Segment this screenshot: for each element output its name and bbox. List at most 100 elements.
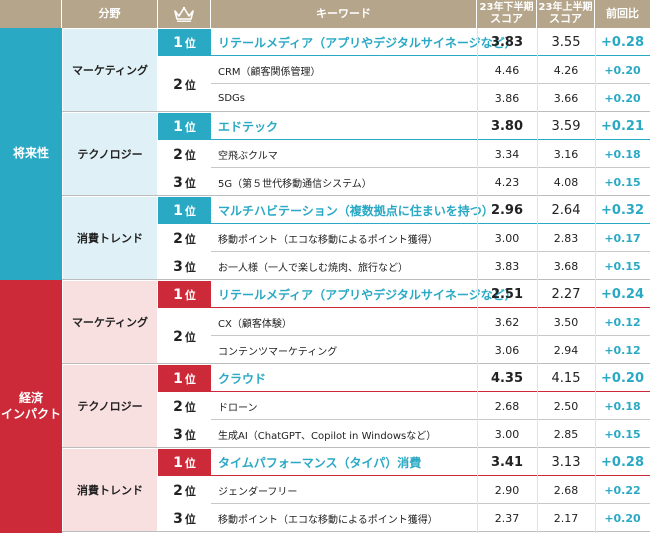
score-h1-cell: 3.55 <box>551 34 581 50</box>
section-economic-impact: 経済 インパクト <box>0 280 62 533</box>
category-label: テクノロジー <box>63 365 157 447</box>
category-label: マーケティング <box>63 29 157 111</box>
rank-number: 3 <box>173 510 183 527</box>
category-divider <box>62 447 650 448</box>
score-h2-cell: 3.83 <box>490 34 524 50</box>
category-divider <box>62 531 650 532</box>
keyword-cell: CX（顧客体験） <box>218 318 292 330</box>
rank-suffix: 位 <box>184 428 196 442</box>
score-h2-cell: 4.35 <box>490 370 524 386</box>
keyword-cell: ジェンダーフリー <box>218 486 298 498</box>
score-h1-cell: 2.83 <box>553 231 579 245</box>
diff-cell: +0.12 <box>604 315 641 329</box>
row-divider <box>211 223 650 224</box>
row-divider <box>211 503 650 504</box>
score-h1-cell: 2.68 <box>553 483 579 497</box>
rank-suffix: 位 <box>184 400 196 414</box>
row-divider <box>211 83 650 84</box>
diff-cell: +0.20 <box>604 63 641 77</box>
category-label: テクノロジー <box>63 113 157 195</box>
keyword-cell: CRM（顧客関係管理） <box>218 66 321 78</box>
score-h1-cell: 4.26 <box>553 63 579 77</box>
diff-cell: +0.20 <box>604 91 641 105</box>
diff-cell: +0.17 <box>604 231 641 245</box>
score-h2-cell: 3.41 <box>490 454 524 470</box>
rank-number: 2 <box>173 146 183 163</box>
rank-suffix: 位 <box>184 484 196 498</box>
score-h1-cell: 4.08 <box>553 175 579 189</box>
rank-number: 2 <box>173 482 183 499</box>
keyword-cell: SDGs <box>218 92 246 104</box>
header-score-h1-line2: スコア <box>549 12 582 26</box>
diff-cell: +0.20 <box>601 370 644 386</box>
header-score-h1-line1: 23年上半期 <box>538 1 593 13</box>
score-h1-cell: 2.94 <box>553 343 579 357</box>
rank-number: 1 <box>173 118 183 135</box>
diff-cell: +0.15 <box>604 427 641 441</box>
keyword-cell: リテールメディア（アプリやデジタルサイネージなど） <box>218 287 517 302</box>
rank-number: 1 <box>173 286 183 303</box>
rank-suffix: 位 <box>184 36 196 50</box>
rank-number: 1 <box>173 34 183 51</box>
score-h2-cell: 2.51 <box>490 286 524 302</box>
crown-icon <box>158 0 211 28</box>
column-divider <box>537 28 538 533</box>
keyword-cell: マルチハビテーション（複数拠点に住まいを持つ） <box>218 203 494 218</box>
rank-number: 1 <box>173 202 183 219</box>
header-keyword: キーワード <box>211 0 477 28</box>
rank-number: 1 <box>173 370 183 387</box>
score-h2-cell: 2.96 <box>490 202 524 218</box>
rank-number: 2 <box>173 398 183 415</box>
category-divider <box>62 363 650 364</box>
rank-number: 3 <box>173 174 183 191</box>
category-divider <box>62 111 650 112</box>
score-h1-cell: 3.13 <box>551 454 581 470</box>
category-label: 消費トレンド <box>63 197 157 279</box>
rank-suffix: 位 <box>184 288 196 302</box>
row-divider <box>211 419 650 420</box>
rank-suffix: 位 <box>184 232 196 246</box>
row-divider <box>211 167 650 168</box>
score-h1-cell: 2.17 <box>553 511 579 525</box>
diff-cell: +0.28 <box>601 34 644 50</box>
column-divider <box>595 28 596 533</box>
diff-cell: +0.12 <box>604 343 641 357</box>
diff-cell: +0.15 <box>604 175 641 189</box>
diff-cell: +0.24 <box>601 286 644 302</box>
score-h2-cell: 3.83 <box>494 259 520 273</box>
rank-suffix: 位 <box>184 330 196 344</box>
category-divider <box>62 195 650 196</box>
rank-suffix: 位 <box>184 372 196 386</box>
keyword-cell: 移動ポイント（エコな移動によるポイント獲得） <box>218 514 438 526</box>
score-h1-cell: 3.16 <box>553 147 579 161</box>
diff-cell: +0.21 <box>601 118 644 134</box>
keyword-cell: クラウド <box>218 371 267 386</box>
keyword-cell: タイムパフォーマンス（タイパ）消費 <box>218 455 422 470</box>
score-h2-cell: 4.23 <box>494 175 520 189</box>
rank-suffix: 位 <box>184 78 196 92</box>
rank-number: 2 <box>173 76 183 93</box>
diff-cell: +0.20 <box>604 511 641 525</box>
score-h2-cell: 3.06 <box>494 343 520 357</box>
score-h1-cell: 4.15 <box>551 370 581 386</box>
keyword-cell: コンテンツマーケティング <box>218 346 338 358</box>
section-future: 将来性 <box>0 28 62 280</box>
score-h1-cell: 3.68 <box>553 259 579 273</box>
score-h1-cell: 3.50 <box>553 315 579 329</box>
keyword-cell: 生成AI（ChatGPT、Copilot in Windowsなど） <box>218 430 437 442</box>
rank-number: 1 <box>173 454 183 471</box>
score-h2-cell: 3.34 <box>494 147 520 161</box>
header-field: 分野 <box>62 0 158 28</box>
